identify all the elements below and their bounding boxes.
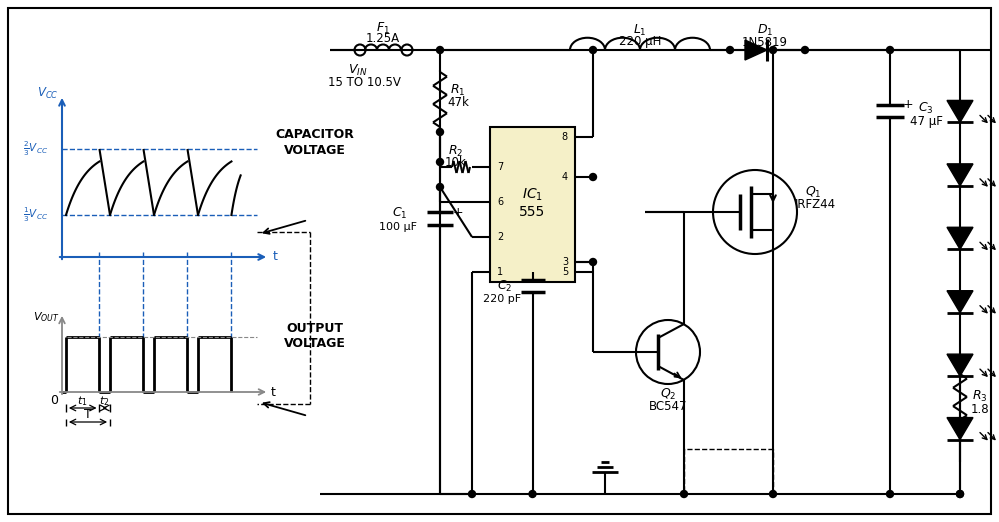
Text: 47k: 47k (448, 96, 469, 109)
Text: 1: 1 (497, 267, 503, 277)
Text: $C_1$: $C_1$ (393, 206, 408, 221)
Circle shape (589, 46, 596, 53)
Circle shape (886, 491, 893, 497)
Circle shape (437, 184, 444, 191)
Text: VOLTAGE: VOLTAGE (284, 337, 346, 350)
Text: OUTPUT: OUTPUT (287, 322, 344, 335)
Text: $R_3$: $R_3$ (972, 389, 988, 404)
Text: CAPACITOR: CAPACITOR (276, 128, 355, 141)
Text: 100 μF: 100 μF (379, 222, 417, 232)
Circle shape (726, 46, 733, 53)
Text: 10k: 10k (446, 157, 467, 170)
Text: $t_1$: $t_1$ (77, 394, 88, 408)
Text: $C_3$: $C_3$ (918, 100, 934, 115)
Text: 220 pF: 220 pF (484, 294, 521, 304)
Polygon shape (947, 354, 973, 376)
Text: t: t (271, 386, 276, 398)
FancyBboxPatch shape (8, 8, 991, 514)
Text: $\frac{1}{3}V_{CC}$: $\frac{1}{3}V_{CC}$ (23, 206, 49, 224)
Circle shape (769, 46, 776, 53)
Text: 4: 4 (561, 172, 568, 182)
Text: $R_2$: $R_2$ (449, 144, 464, 159)
Text: $C_2$: $C_2$ (497, 278, 512, 293)
Circle shape (589, 173, 596, 181)
Polygon shape (947, 100, 973, 123)
Text: $F_1$: $F_1$ (376, 20, 390, 35)
Text: 3: 3 (561, 257, 568, 267)
Circle shape (529, 491, 536, 497)
Polygon shape (947, 227, 973, 250)
Text: $L_1$: $L_1$ (633, 22, 646, 38)
Text: 47 μF: 47 μF (909, 114, 942, 127)
Circle shape (801, 46, 808, 53)
Text: 555: 555 (519, 206, 545, 219)
Text: +: + (903, 99, 913, 112)
Polygon shape (947, 418, 973, 440)
Text: t: t (273, 251, 278, 264)
Text: $Q_2$: $Q_2$ (659, 386, 676, 401)
Text: 1.25A: 1.25A (366, 32, 400, 45)
Text: $\frac{2}{3}V_{CC}$: $\frac{2}{3}V_{CC}$ (23, 140, 49, 158)
Text: $V_{IN}$: $V_{IN}$ (349, 63, 368, 78)
Circle shape (886, 46, 893, 53)
Circle shape (437, 128, 444, 136)
Text: 220 μH: 220 μH (618, 35, 661, 49)
Text: T: T (84, 408, 92, 421)
Circle shape (437, 46, 444, 53)
Text: $t_2$: $t_2$ (100, 394, 110, 408)
Polygon shape (947, 291, 973, 313)
Text: 8: 8 (561, 132, 568, 142)
Circle shape (469, 491, 476, 497)
Text: 2: 2 (497, 232, 503, 242)
Text: VOLTAGE: VOLTAGE (284, 144, 346, 157)
Circle shape (956, 491, 963, 497)
Text: $D_1$: $D_1$ (757, 22, 773, 38)
Text: BC547: BC547 (648, 399, 687, 412)
Polygon shape (745, 40, 767, 60)
Text: 1N5819: 1N5819 (742, 35, 788, 49)
Text: IRFZ44: IRFZ44 (794, 198, 835, 211)
Circle shape (589, 258, 596, 266)
Circle shape (956, 491, 963, 497)
Text: $R_1$: $R_1$ (451, 82, 466, 98)
Circle shape (437, 159, 444, 165)
Circle shape (680, 491, 687, 497)
Text: $V_{OUT}$: $V_{OUT}$ (33, 310, 59, 324)
Text: +: + (453, 206, 464, 219)
Circle shape (769, 491, 776, 497)
Text: 6: 6 (497, 197, 503, 207)
Text: 0: 0 (50, 394, 58, 407)
Text: 5: 5 (561, 267, 568, 277)
Text: $V_{CC}$: $V_{CC}$ (38, 86, 59, 101)
Text: 15 TO 10.5V: 15 TO 10.5V (328, 77, 401, 89)
FancyBboxPatch shape (490, 127, 575, 282)
Text: 7: 7 (497, 162, 503, 172)
Text: $Q_1$: $Q_1$ (805, 184, 821, 199)
Text: $IC_1$: $IC_1$ (522, 186, 543, 203)
Text: 1.8: 1.8 (971, 403, 989, 416)
Polygon shape (947, 164, 973, 186)
